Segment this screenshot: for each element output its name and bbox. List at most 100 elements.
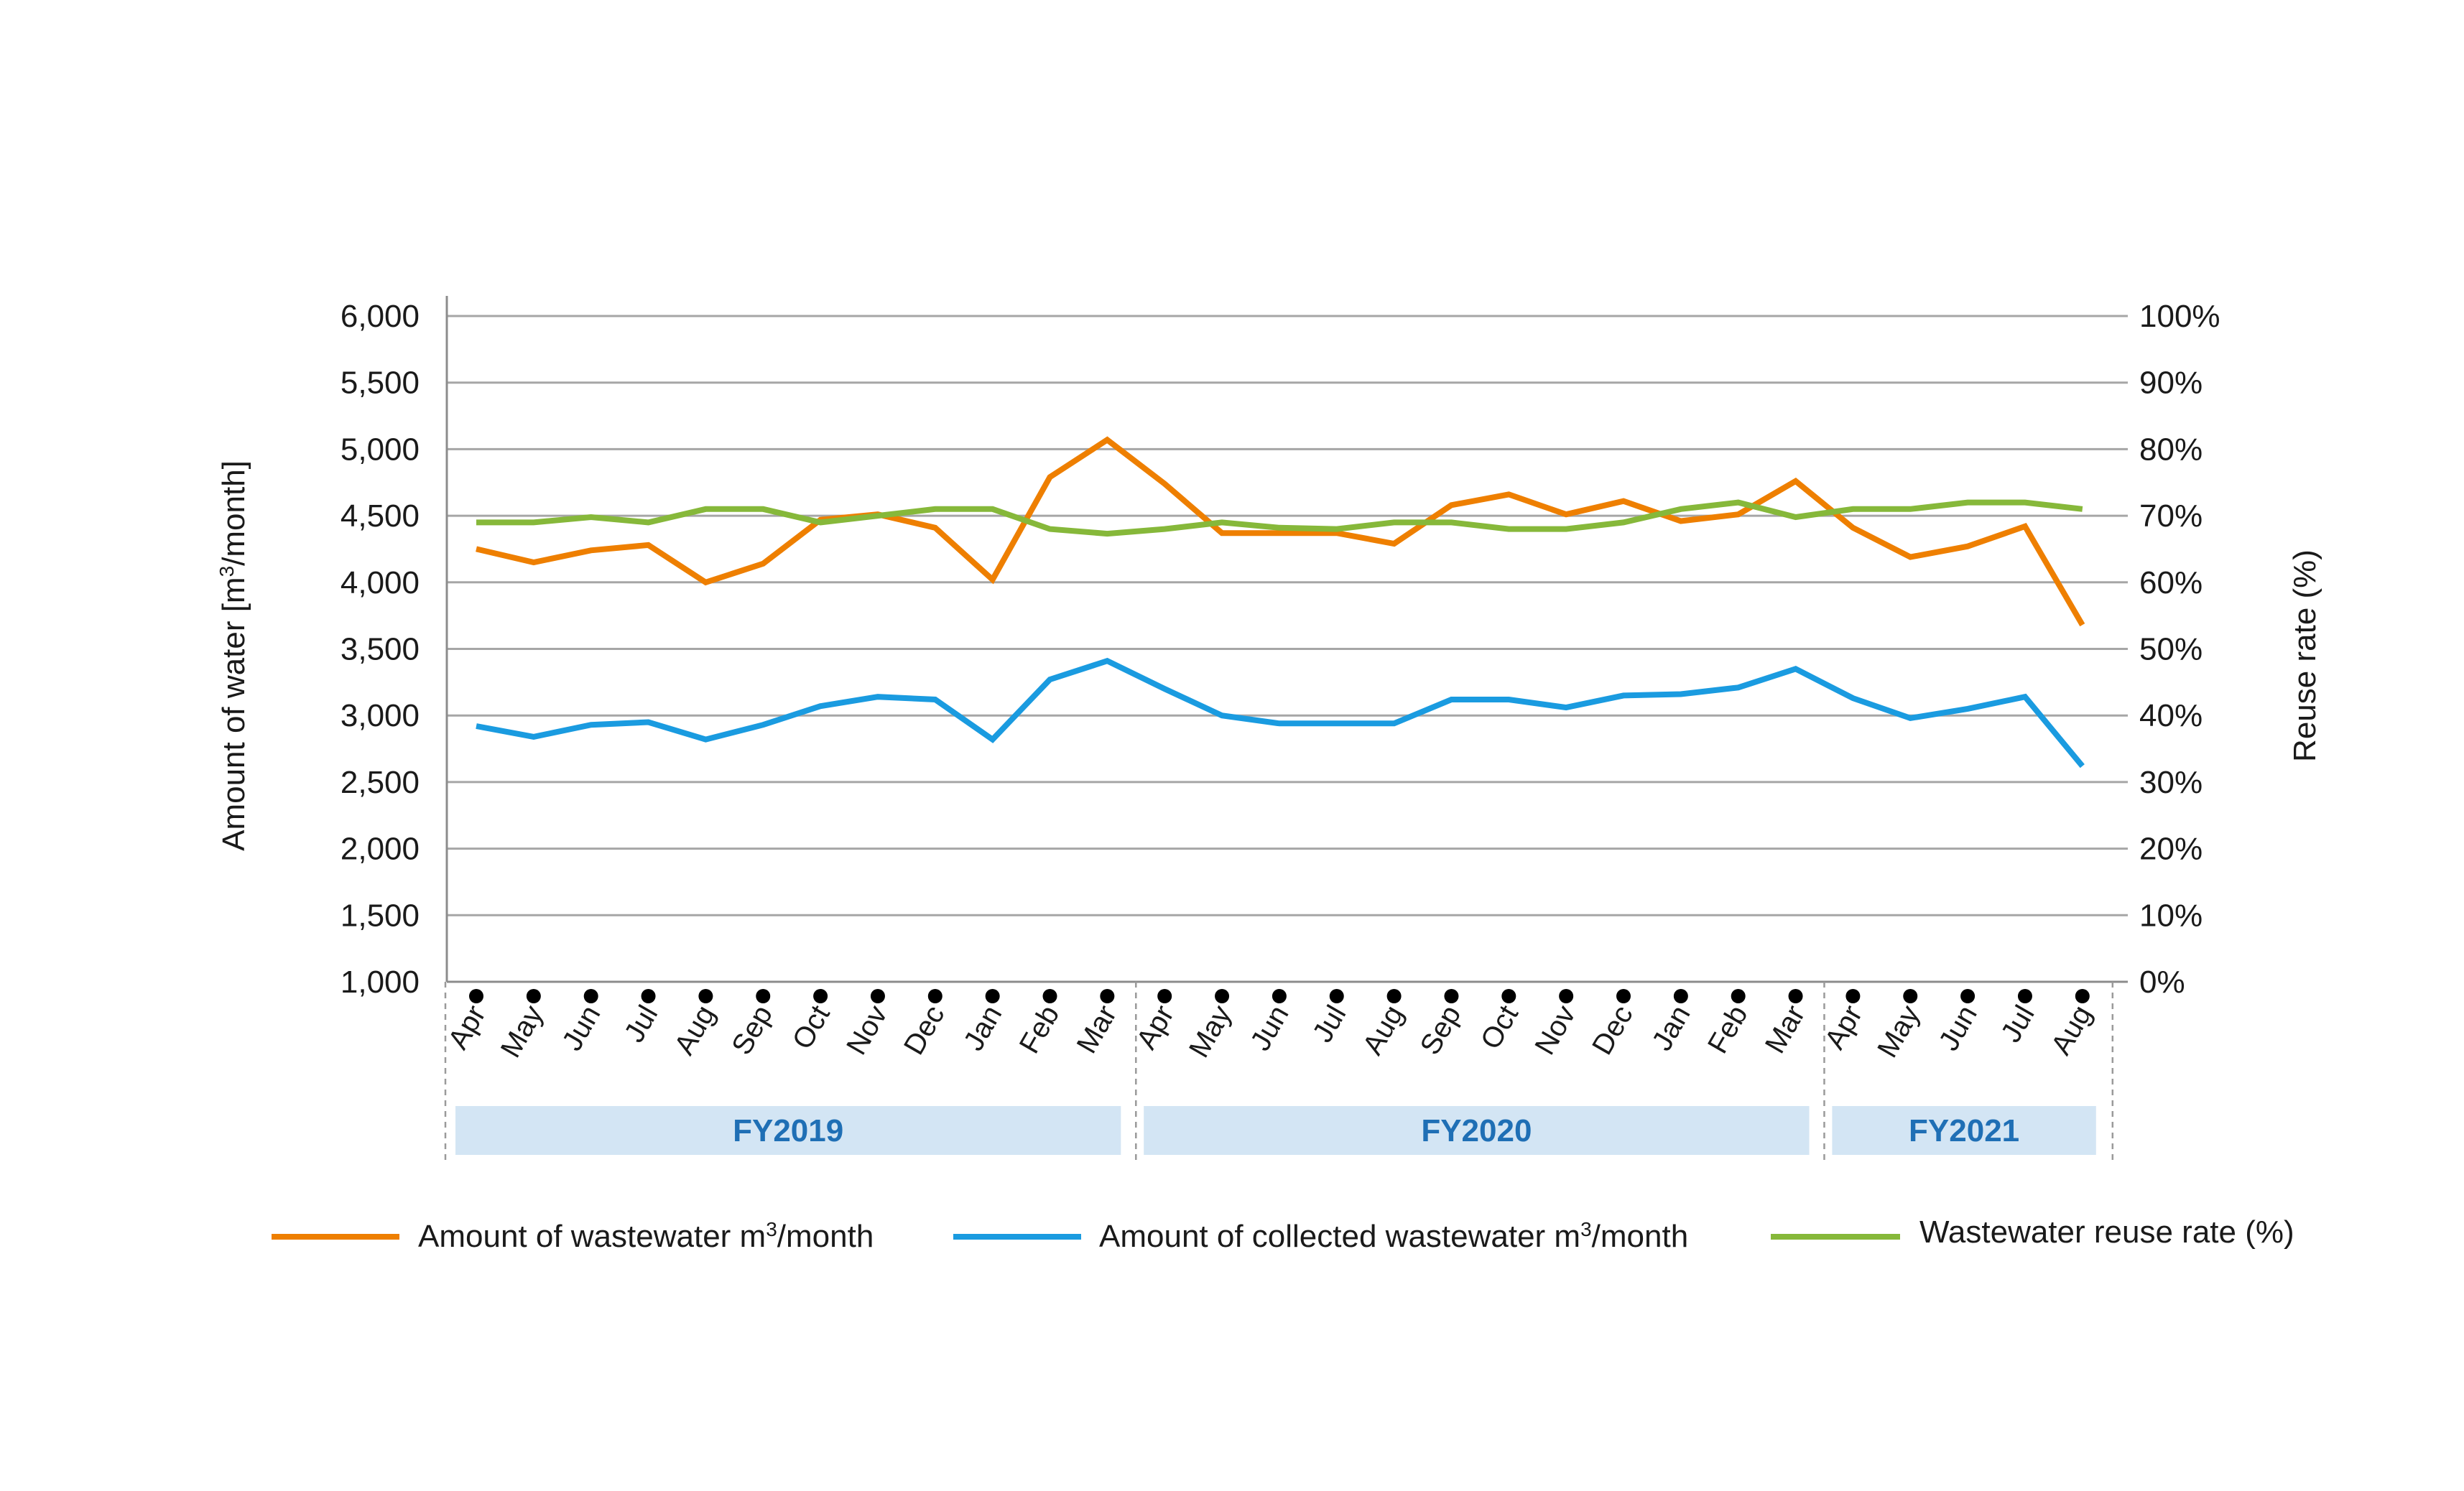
series-lines	[476, 436, 2085, 768]
month-label: May	[1183, 1000, 1238, 1063]
fy-band-fy2020	[1144, 1106, 1810, 1155]
legend: Amount of wastewater m3/month Amount of …	[272, 1214, 2294, 1254]
right-tick-label: 0%	[2139, 965, 2185, 1000]
right-tick-label: 20%	[2139, 832, 2203, 867]
month-label: Sep	[726, 1000, 779, 1061]
month-label: Feb	[1014, 1000, 1066, 1059]
left-tick-label: 3,000	[341, 698, 420, 733]
right-tick-label: 60%	[2139, 565, 2203, 600]
month-dot	[1386, 989, 1402, 1003]
month-label: Aug	[669, 1000, 722, 1061]
month-dot	[469, 989, 483, 1003]
month-dot	[1788, 989, 1803, 1003]
fy-band-fy2021	[1832, 1106, 2096, 1155]
month-dot	[1272, 989, 1287, 1003]
fy-label-fy2021: FY2021	[1909, 1113, 2019, 1148]
series-line-collected-wastewater	[476, 657, 2085, 768]
legend-label-wastewater-tail: /month	[777, 1219, 874, 1254]
month-dot	[1903, 989, 1918, 1003]
right-tick-label: 50%	[2139, 632, 2203, 667]
month-dot	[1100, 989, 1115, 1003]
month-label: Jun	[1244, 1000, 1294, 1056]
month-label: Apr	[1131, 1000, 1180, 1055]
month-dots	[469, 989, 2090, 1003]
right-tick-label: 80%	[2139, 432, 2203, 467]
month-dot	[1215, 989, 1230, 1003]
month-dot	[756, 989, 771, 1003]
left-tick-label: 2,000	[341, 832, 420, 867]
month-label: Apr	[1819, 1000, 1868, 1055]
left-tick-label: 4,000	[341, 565, 420, 600]
month-label: Mar	[1071, 1000, 1124, 1059]
axes	[445, 296, 2128, 983]
left-tick-label: 1,000	[341, 965, 420, 1000]
month-dot	[1157, 989, 1172, 1003]
month-label: Oct	[787, 1000, 836, 1055]
month-dot	[985, 989, 1000, 1003]
legend-label-reuse-rate: Wastewater reuse rate (%)	[1919, 1214, 2294, 1250]
month-dot	[2017, 989, 2032, 1003]
right-axis-ticks: 0% 10% 20% 30% 40% 50% 60% 70% 80% 90% 100%	[2139, 299, 2220, 1000]
legend-label-collected-sup: 3	[1580, 1218, 1592, 1240]
month-label: Nov	[1529, 1000, 1582, 1061]
series-line-wastewater	[476, 436, 2085, 627]
fy-label-fy2019: FY2019	[733, 1113, 843, 1148]
left-tick-label: 4,500	[341, 498, 420, 534]
month-dot	[1444, 989, 1459, 1003]
month-label: Nov	[840, 1000, 894, 1061]
right-tick-label: 70%	[2139, 498, 2203, 534]
month-label: Jul	[1995, 1000, 2041, 1048]
month-label: Mar	[1759, 1000, 1812, 1059]
month-dot	[1042, 989, 1057, 1003]
series-line-reuse-rate	[476, 499, 2083, 537]
left-tick-label: 1,500	[341, 898, 420, 933]
gridlines	[447, 315, 2128, 916]
month-label: Jul	[1307, 1000, 1353, 1048]
month-dot	[1845, 989, 1861, 1003]
left-axis-ticks: 1,000 1,500 2,000 2,500 3,000 3,500 4,000 4,500…	[341, 299, 420, 1000]
month-labels: Apr May Jun Jul Aug Sep Oct Nov Dec Jan Feb Mar Apr M…	[443, 1000, 2098, 1063]
month-dot	[526, 989, 541, 1003]
month-dot	[1960, 989, 1976, 1003]
month-label: Jul	[619, 1000, 664, 1048]
legend-label-collected: Amount of collected wastewater m3/month	[1099, 1218, 1688, 1255]
month-label: Jun	[1933, 1000, 1983, 1056]
month-label: Apr	[443, 1000, 492, 1055]
month-dot	[1329, 989, 1344, 1003]
month-label: Dec	[898, 1000, 951, 1061]
right-tick-label: 10%	[2139, 898, 2203, 933]
month-dot	[1731, 989, 1746, 1003]
left-axis-title-sup: 3	[216, 566, 238, 577]
month-label: Feb	[1702, 1000, 1754, 1059]
month-label: May	[1871, 1000, 1926, 1063]
left-axis-title: Amount of water [m3/month]	[216, 460, 252, 851]
month-label: Oct	[1475, 1000, 1524, 1055]
legend-label-collected-tail: /month	[1592, 1219, 1689, 1254]
legend-label-wastewater-main: Amount of wastewater m	[418, 1219, 766, 1254]
right-axis-title: Reuse rate (%)	[2287, 549, 2322, 762]
right-tick-label: 30%	[2139, 765, 2203, 800]
month-dot	[927, 989, 942, 1003]
month-label: Jan	[958, 1000, 1008, 1056]
left-tick-label: 6,000	[341, 299, 420, 334]
month-dot	[698, 989, 713, 1003]
left-tick-label: 2,500	[341, 765, 420, 800]
month-dot	[1616, 989, 1631, 1003]
legend-label-wastewater-sup: 3	[766, 1218, 777, 1240]
month-dot	[813, 989, 828, 1003]
right-tick-label: 90%	[2139, 366, 2203, 401]
left-axis-title-tail: /month]	[216, 460, 251, 566]
month-dot	[583, 989, 598, 1003]
fy-label-fy2020: FY2020	[1421, 1113, 1532, 1148]
month-label: Dec	[1586, 1000, 1639, 1061]
month-dot	[2075, 989, 2090, 1003]
fiscal-year-bands: FY2019 FY2020 FY2021	[455, 1106, 2096, 1155]
month-label: Jun	[556, 1000, 606, 1056]
month-dot	[1559, 989, 1574, 1003]
month-label: Aug	[1357, 1000, 1410, 1061]
legend-label-collected-main: Amount of collected wastewater m	[1099, 1219, 1580, 1254]
fy-band-fy2019	[455, 1106, 1121, 1155]
month-dot	[870, 989, 885, 1003]
right-tick-label: 100%	[2139, 299, 2220, 334]
